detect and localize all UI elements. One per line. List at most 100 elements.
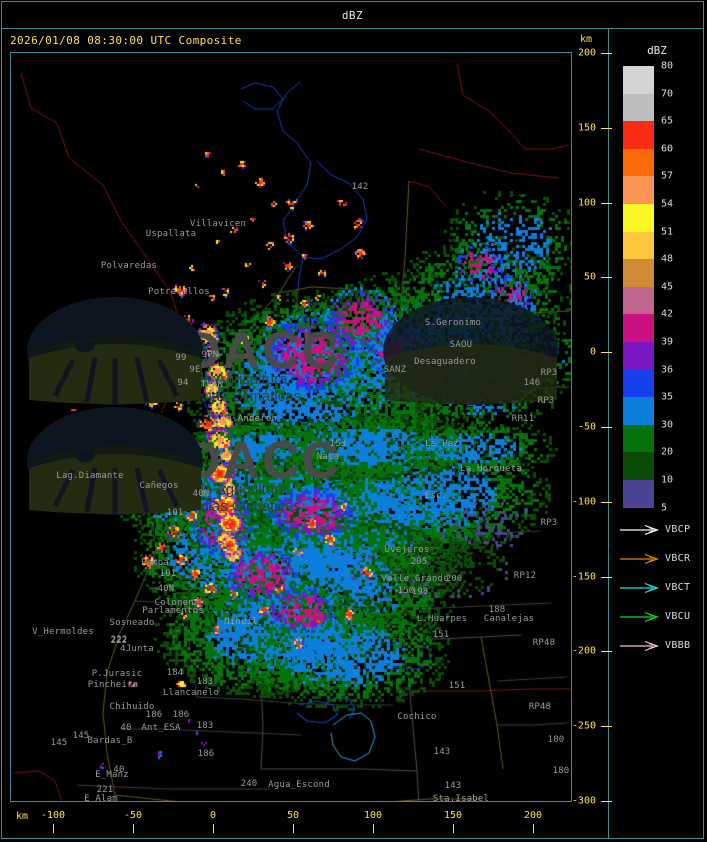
place-label: 94 <box>177 378 189 388</box>
place-label: V_Hermoldes <box>32 627 94 637</box>
place-label: RP11 <box>511 414 535 424</box>
column-divider <box>608 29 609 839</box>
colorbar-swatch <box>623 259 654 287</box>
colorbar-swatch <box>623 369 654 398</box>
colorbar-swatch <box>623 452 654 480</box>
colorbar-swatch <box>623 203 654 232</box>
place-label: Sta.Isabel <box>432 794 490 802</box>
place-label: Sosneado <box>109 618 155 628</box>
window-title: dBZ <box>341 8 364 22</box>
y-axis-tick-mark <box>601 277 612 279</box>
place-label: S.Geronimo <box>424 318 482 328</box>
place-label: Naca <box>316 452 340 462</box>
radar-plot-frame[interactable]: DACC DACC Dirección de Agricultura y Con… <box>10 52 572 802</box>
colorbar-level-label: 80 <box>661 60 674 72</box>
place-label: 205 <box>410 557 428 567</box>
x-axis-tick-label: 50 <box>286 810 300 821</box>
station-legend-item[interactable]: VBCT <box>619 573 705 602</box>
place-label: 142 <box>351 182 369 192</box>
place-label: 101 <box>159 569 177 579</box>
place-label: Colonena <box>154 598 200 608</box>
place-label: 206 <box>445 574 463 584</box>
y-axis-tick-mark <box>601 352 612 354</box>
place-label: RP48 <box>528 702 552 712</box>
place-label: 240 <box>240 779 258 789</box>
place-label: 99 <box>175 353 187 363</box>
place-label: 146 <box>523 378 541 388</box>
colorbar-title: dBZ <box>647 44 667 57</box>
colorbar-swatch <box>623 176 654 204</box>
y-axis-tick-label: -100 <box>571 496 596 508</box>
place-label: 186 <box>145 710 163 720</box>
station-id-label: VBCP <box>665 524 691 535</box>
colorbar-level-label: 5 <box>661 502 668 514</box>
colorbar-swatch <box>623 341 654 370</box>
place-label: 145 <box>50 738 68 748</box>
colorbar-level-label: 60 <box>661 143 674 155</box>
x-axis-tick-label: 200 <box>523 810 543 821</box>
colorbar-level-label: 57 <box>661 170 674 182</box>
place-label: Uvejeros <box>384 545 430 555</box>
arrow-icon <box>619 553 659 565</box>
station-id-label: VBCU <box>665 611 691 622</box>
colorbar-level-label: 45 <box>661 281 674 293</box>
place-label: P.Jurasic <box>91 669 143 679</box>
place-label: Bardas_B <box>87 736 133 746</box>
place-label: Desaguadero <box>414 357 476 367</box>
colorbar-swatch <box>623 66 654 94</box>
place-label: 198 <box>411 587 429 597</box>
place-label: Canalejas <box>483 614 535 624</box>
place-label: Agua_Escond <box>268 780 330 790</box>
colorbar-swatch <box>623 121 654 149</box>
colorbar-swatch <box>623 479 654 508</box>
place-label: Villavicen <box>189 219 247 229</box>
y-axis-tick-mark <box>601 801 612 802</box>
x-axis-tick-label: 0 <box>209 810 217 821</box>
place-label: RP12 <box>513 571 537 581</box>
station-legend-item[interactable]: VBBB <box>619 631 705 660</box>
place-label: 184 <box>166 668 184 678</box>
map-panel: 2026/01/08 08:30:00 UTC Composite km DAC… <box>8 30 612 833</box>
x-axis-unit-label: km <box>16 811 29 822</box>
place-label: SAOU <box>449 340 473 350</box>
colorbar-swatch <box>623 286 654 315</box>
place-label: 150 <box>397 586 415 596</box>
place-label: TVAN <box>200 380 224 390</box>
x-axis-tick-label: 150 <box>443 810 463 821</box>
place-label: Cochico <box>397 712 437 722</box>
y-axis-tick-label: 150 <box>577 122 596 134</box>
place-label: La Horqueta <box>460 464 522 474</box>
y-axis-tick-mark <box>601 127 612 129</box>
station-legend-item[interactable]: VBCR <box>619 544 705 573</box>
place-label: Nihuil <box>224 617 258 627</box>
place-label: 186 <box>197 749 215 759</box>
y-axis: 200 150 100 50 0 -50 -100 -150 -200 -250 -300 <box>571 48 616 807</box>
place-label: 183 <box>196 677 214 687</box>
colorbar-level-label: 30 <box>661 419 674 431</box>
station-legend-item[interactable]: VBCP <box>619 515 705 544</box>
y-axis-tick-label: 0 <box>589 346 596 358</box>
place-label: La Paz <box>425 439 459 449</box>
y-axis-tick-mark <box>601 202 612 204</box>
place-label: 151 <box>432 630 450 640</box>
arrow-icon <box>619 611 659 623</box>
y-axis-tick-label: 50 <box>583 271 596 283</box>
title-divider <box>2 28 703 29</box>
y-axis-tick-label: -200 <box>571 645 596 657</box>
y-axis-tick-mark <box>601 501 612 503</box>
place-label: Pincheira <box>87 680 139 690</box>
station-legend-item[interactable]: VBCU <box>619 602 705 631</box>
place-label: 101 <box>166 508 184 518</box>
station-id-label: VBBB <box>665 640 691 651</box>
y-axis-tick-label: 200 <box>577 47 596 59</box>
place-label: 9E <box>189 365 201 375</box>
colorbar-level-label: 51 <box>661 226 674 238</box>
colorbar-swatch <box>623 148 654 177</box>
y-axis-tick-mark <box>601 576 612 578</box>
y-axis-tick-label: 100 <box>577 197 596 209</box>
x-axis-tick-mark <box>453 824 454 833</box>
place-label: 188 <box>488 605 506 615</box>
place-label: RP48 <box>532 638 556 648</box>
y-axis-tick-mark <box>601 427 612 428</box>
colorbar-swatch <box>623 424 654 453</box>
